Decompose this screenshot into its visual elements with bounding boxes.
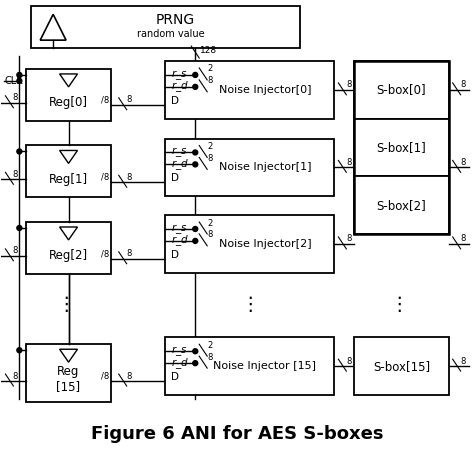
Bar: [165, 138, 334, 196]
Text: 8: 8: [207, 76, 212, 85]
Text: $r\_d$: $r\_d$: [172, 157, 190, 172]
Circle shape: [193, 162, 198, 167]
Text: 8: 8: [127, 173, 132, 182]
Text: Noise Injector [15]: Noise Injector [15]: [213, 361, 316, 371]
Text: Noise Injector[1]: Noise Injector[1]: [219, 162, 311, 172]
Bar: [165, 61, 334, 119]
Text: 8: 8: [346, 158, 352, 167]
Text: Figure 6 ANI for AES S-boxes: Figure 6 ANI for AES S-boxes: [91, 425, 383, 443]
Circle shape: [193, 84, 198, 89]
Text: ⋮: ⋮: [389, 295, 409, 314]
Text: Noise Injector[0]: Noise Injector[0]: [219, 85, 311, 95]
Text: /8: /8: [100, 173, 109, 182]
Text: /8: /8: [100, 372, 109, 381]
Text: 8: 8: [346, 357, 352, 366]
Circle shape: [193, 73, 198, 78]
Circle shape: [193, 349, 198, 354]
Bar: [31, 6, 300, 48]
Text: Reg[1]: Reg[1]: [49, 173, 88, 186]
Bar: [354, 176, 449, 234]
Text: 8: 8: [461, 235, 466, 244]
Text: D: D: [172, 372, 179, 382]
Text: D: D: [172, 173, 179, 183]
Text: 8: 8: [127, 249, 132, 258]
Text: PRNG: PRNG: [156, 13, 195, 27]
Text: 8: 8: [12, 170, 18, 179]
Text: $r\_s$: $r\_s$: [172, 68, 188, 82]
Text: 8: 8: [207, 154, 212, 163]
Text: ⋮: ⋮: [56, 295, 76, 314]
Text: 128: 128: [200, 46, 218, 55]
Text: Reg[0]: Reg[0]: [49, 96, 88, 109]
Bar: [354, 61, 449, 119]
Circle shape: [193, 239, 198, 244]
Text: random value: random value: [137, 29, 204, 39]
Circle shape: [17, 149, 22, 154]
Circle shape: [17, 226, 22, 230]
Bar: [165, 215, 334, 273]
Text: ⋮: ⋮: [240, 295, 260, 314]
Text: 2: 2: [207, 341, 212, 350]
Text: $r\_d$: $r\_d$: [172, 234, 190, 249]
Text: 8: 8: [461, 80, 466, 89]
Bar: [354, 337, 449, 395]
Bar: [165, 337, 334, 395]
Text: 8: 8: [461, 357, 466, 366]
Text: 8: 8: [12, 372, 18, 381]
Text: $r\_s$: $r\_s$: [172, 344, 188, 358]
Circle shape: [193, 226, 198, 231]
Circle shape: [17, 73, 22, 78]
Text: S-box[1]: S-box[1]: [377, 141, 426, 154]
Text: Reg[2]: Reg[2]: [49, 249, 88, 262]
Text: 8: 8: [12, 93, 18, 102]
Text: 2: 2: [207, 64, 212, 74]
Text: D: D: [172, 250, 179, 260]
Text: 8: 8: [127, 95, 132, 104]
Bar: [354, 61, 449, 234]
Text: $r\_d$: $r\_d$: [172, 356, 190, 371]
Text: Noise Injector[2]: Noise Injector[2]: [219, 239, 311, 249]
Text: 8: 8: [346, 80, 352, 89]
Text: 8: 8: [207, 230, 212, 239]
Text: 8: 8: [207, 353, 212, 362]
Bar: [26, 222, 111, 274]
Bar: [26, 344, 111, 402]
Circle shape: [17, 78, 22, 83]
Circle shape: [193, 150, 198, 155]
Text: S-box[2]: S-box[2]: [377, 198, 426, 212]
Circle shape: [17, 348, 22, 353]
Bar: [26, 146, 111, 197]
Bar: [26, 69, 111, 121]
Text: 8: 8: [461, 158, 466, 167]
Text: $r\_d$: $r\_d$: [172, 79, 190, 94]
Text: /8: /8: [100, 249, 109, 258]
Text: Reg
[15]: Reg [15]: [56, 365, 81, 393]
Bar: [354, 119, 449, 176]
Text: S-box[15]: S-box[15]: [373, 359, 430, 373]
Text: /8: /8: [100, 95, 109, 104]
Text: D: D: [172, 96, 179, 106]
Text: 8: 8: [127, 372, 132, 381]
Text: $r\_s$: $r\_s$: [172, 146, 188, 159]
Text: CLK: CLK: [4, 76, 23, 86]
Text: 8: 8: [12, 246, 18, 255]
Text: 2: 2: [207, 142, 212, 151]
Text: S-box[0]: S-box[0]: [377, 83, 426, 97]
Text: 8: 8: [346, 235, 352, 244]
Circle shape: [193, 361, 198, 366]
Text: $r\_s$: $r\_s$: [172, 222, 188, 236]
Text: 2: 2: [207, 219, 212, 227]
